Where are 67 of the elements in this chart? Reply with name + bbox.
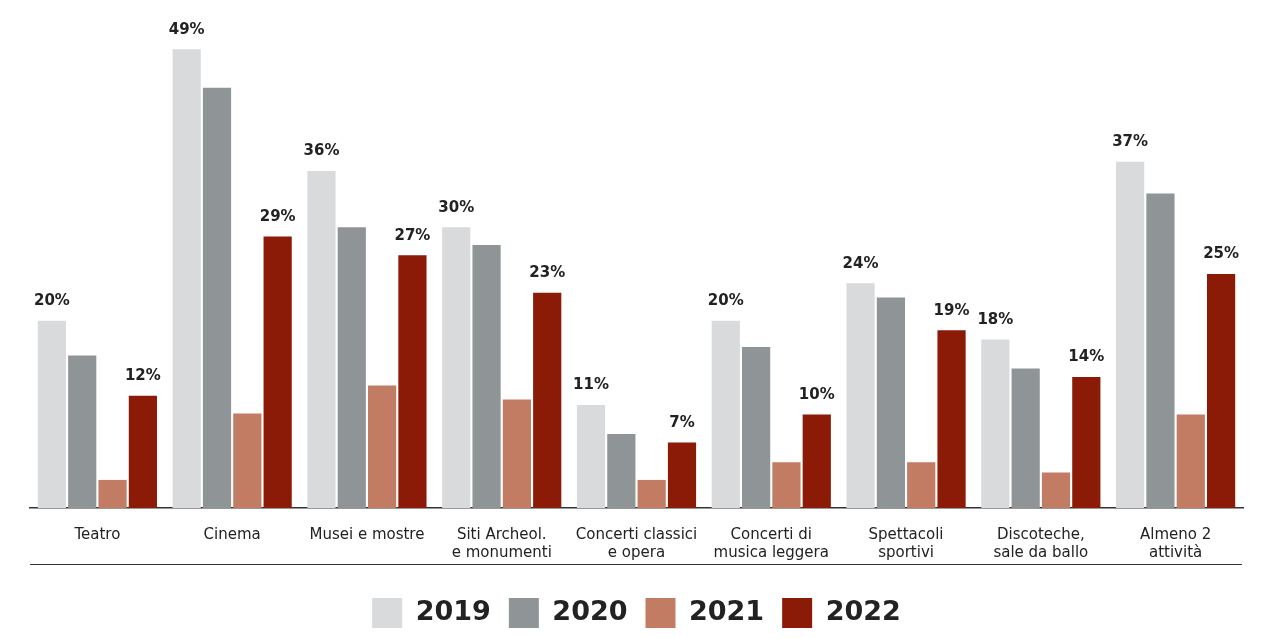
bar: [637, 479, 666, 508]
bar: [202, 87, 232, 508]
bar: [472, 244, 501, 508]
data-label: 27%: [394, 225, 431, 244]
data-label: 29%: [259, 206, 296, 225]
data-label: 7%: [669, 412, 695, 431]
x-tick-label: Almeno 2 attività: [1139, 524, 1212, 561]
data-label: 18%: [977, 309, 1014, 328]
bar: [742, 347, 771, 508]
data-label: 11%: [573, 375, 609, 394]
data-label: 20%: [707, 291, 744, 310]
bar: [907, 462, 936, 508]
bar: [937, 330, 966, 508]
bar: [533, 292, 562, 508]
bar: [711, 320, 740, 508]
bar: [667, 442, 697, 508]
x-tick-label: Discoteche, sale da ballo: [993, 524, 1089, 561]
x-tick-label: Concerti di musica leggera: [713, 524, 829, 561]
bar: [876, 297, 905, 508]
x-tick-label: Cinema: [203, 524, 261, 543]
bar: [337, 227, 366, 508]
bar: [172, 49, 201, 508]
bar: [398, 255, 427, 508]
bar: [802, 414, 831, 508]
data-label: 12%: [124, 366, 161, 385]
x-tick-label: Siti Archeol. e monumenti: [451, 524, 552, 561]
data-label: 10%: [798, 384, 835, 403]
bar: [846, 283, 875, 508]
bar: [98, 479, 127, 508]
data-label: 25%: [1203, 244, 1240, 263]
bar: [128, 395, 157, 508]
data-label: 23%: [529, 263, 566, 282]
bar: [442, 227, 471, 508]
bar: [1041, 472, 1071, 508]
data-label: 30%: [438, 197, 475, 216]
x-tick-label: Musei e mostre: [309, 524, 425, 543]
x-tick-label: Concerti classici e opera: [575, 524, 698, 561]
bar: [37, 320, 66, 508]
bar: [68, 355, 97, 508]
data-label: 20%: [33, 291, 70, 310]
legend-label: 2019: [415, 595, 491, 627]
legend-label: 2022: [825, 595, 901, 627]
data-label: 49%: [168, 19, 205, 38]
legend-label: 2021: [689, 595, 765, 627]
data-label: 36%: [303, 141, 340, 160]
bar: [233, 413, 262, 508]
bar: [576, 405, 606, 508]
bar: [1207, 274, 1236, 508]
bar: [263, 236, 292, 508]
bar: [1116, 161, 1145, 508]
bar: [981, 339, 1010, 508]
data-label: 24%: [842, 253, 879, 272]
legend-label: 2020: [552, 595, 628, 627]
bar: [368, 385, 397, 508]
data-label: 19%: [933, 300, 970, 319]
data-label: 37%: [1112, 132, 1149, 151]
bar: [307, 171, 336, 508]
data-label: 14%: [1068, 347, 1105, 366]
bar: [1176, 414, 1205, 508]
bar: [502, 399, 531, 508]
bar: [1011, 368, 1040, 508]
bar: [1072, 376, 1101, 508]
x-tick-label: Spettacoli sportivi: [868, 524, 944, 561]
bar: [1146, 193, 1175, 508]
bar: [772, 462, 801, 508]
bar: [607, 434, 636, 508]
x-tick-label: Teatro: [73, 524, 121, 543]
